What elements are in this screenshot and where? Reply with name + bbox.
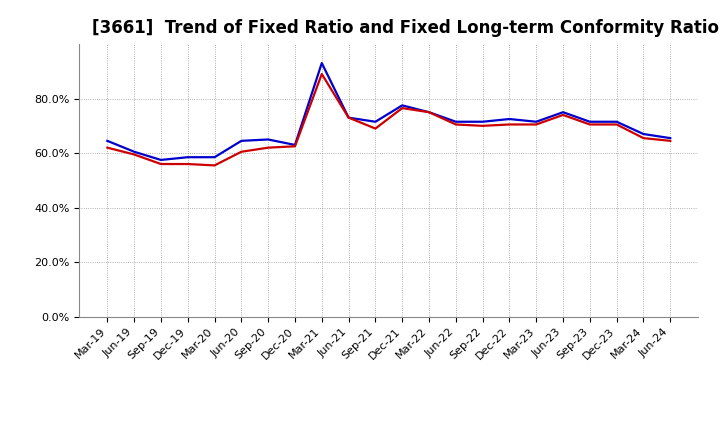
Fixed Long-term Conformity Ratio xyxy=(425,110,433,115)
Fixed Ratio xyxy=(344,115,353,120)
Fixed Long-term Conformity Ratio xyxy=(184,161,192,167)
Fixed Ratio xyxy=(451,119,460,125)
Fixed Ratio xyxy=(103,138,112,143)
Fixed Long-term Conformity Ratio xyxy=(130,152,138,157)
Fixed Long-term Conformity Ratio xyxy=(103,145,112,150)
Fixed Long-term Conformity Ratio xyxy=(559,112,567,117)
Fixed Long-term Conformity Ratio xyxy=(264,145,272,150)
Fixed Long-term Conformity Ratio xyxy=(344,115,353,120)
Fixed Ratio xyxy=(532,119,541,125)
Fixed Long-term Conformity Ratio xyxy=(532,122,541,127)
Fixed Ratio xyxy=(478,119,487,125)
Fixed Long-term Conformity Ratio xyxy=(612,122,621,127)
Fixed Ratio xyxy=(130,149,138,154)
Fixed Long-term Conformity Ratio xyxy=(318,71,326,77)
Fixed Long-term Conformity Ratio xyxy=(157,161,166,167)
Fixed Long-term Conformity Ratio xyxy=(398,106,407,111)
Fixed Ratio xyxy=(585,119,594,125)
Fixed Ratio xyxy=(210,154,219,160)
Fixed Long-term Conformity Ratio xyxy=(478,123,487,128)
Fixed Long-term Conformity Ratio xyxy=(585,122,594,127)
Fixed Ratio xyxy=(291,142,300,147)
Line: Fixed Long-term Conformity Ratio: Fixed Long-term Conformity Ratio xyxy=(107,74,670,165)
Fixed Long-term Conformity Ratio xyxy=(237,149,246,154)
Line: Fixed Ratio: Fixed Ratio xyxy=(107,63,670,160)
Fixed Long-term Conformity Ratio xyxy=(666,138,675,143)
Fixed Ratio xyxy=(398,103,407,108)
Fixed Ratio xyxy=(184,154,192,160)
Fixed Ratio xyxy=(559,110,567,115)
Fixed Ratio xyxy=(157,157,166,162)
Fixed Long-term Conformity Ratio xyxy=(210,163,219,168)
Fixed Long-term Conformity Ratio xyxy=(371,126,379,131)
Fixed Long-term Conformity Ratio xyxy=(451,122,460,127)
Fixed Ratio xyxy=(237,138,246,143)
Fixed Long-term Conformity Ratio xyxy=(639,136,648,141)
Fixed Ratio xyxy=(505,116,514,121)
Fixed Ratio xyxy=(639,132,648,137)
Fixed Long-term Conformity Ratio xyxy=(505,122,514,127)
Fixed Ratio xyxy=(318,60,326,66)
Fixed Ratio xyxy=(264,137,272,142)
Text: [3661]  Trend of Fixed Ratio and Fixed Long-term Conformity Ratio: [3661] Trend of Fixed Ratio and Fixed Lo… xyxy=(91,19,719,37)
Fixed Ratio xyxy=(425,110,433,115)
Fixed Long-term Conformity Ratio xyxy=(291,143,300,149)
Fixed Ratio xyxy=(371,119,379,125)
Fixed Ratio xyxy=(612,119,621,125)
Fixed Ratio xyxy=(666,136,675,141)
